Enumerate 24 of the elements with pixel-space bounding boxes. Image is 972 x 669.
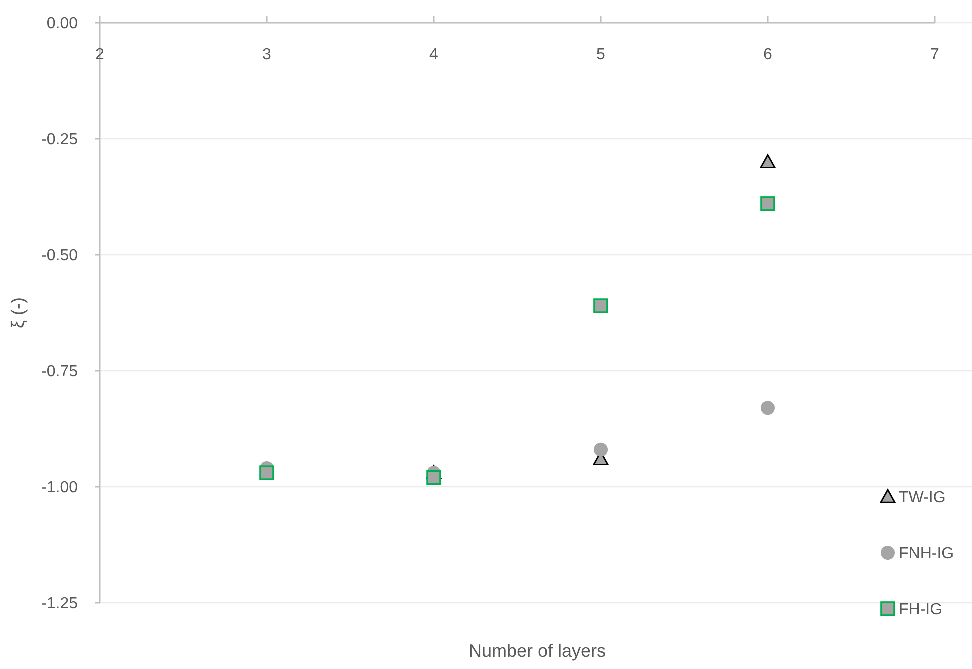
- y-tick-label: -0.75: [42, 364, 78, 381]
- y-tick-label: -0.50: [42, 248, 78, 265]
- legend-label: FNH-IG: [899, 546, 954, 563]
- y-tick-label: 0.00: [46, 16, 78, 33]
- point: [594, 298, 608, 314]
- point: [760, 196, 776, 212]
- point: [761, 401, 775, 416]
- x-axis-title: Number of layers: [468, 641, 606, 661]
- legend-label: FH-IG: [899, 602, 943, 619]
- point: [426, 470, 442, 486]
- x-tick-label: 6: [764, 46, 773, 64]
- x-tick-label: 3: [262, 46, 272, 64]
- y-tick-label: -0.25: [42, 132, 78, 149]
- x-tick-label: 7: [930, 46, 940, 64]
- point: [760, 154, 776, 169]
- x-tick-label: 5: [596, 46, 606, 64]
- x-tick-label: 2: [96, 46, 105, 64]
- y-tick-label: -1.00: [42, 480, 78, 497]
- point: [594, 442, 608, 457]
- point: [260, 466, 274, 480]
- y-tick-label: -1.25: [42, 596, 78, 613]
- legend-label: TW-IG: [899, 490, 946, 507]
- x-tick-label: 4: [430, 46, 439, 64]
- y-axis-title: ξ (-): [8, 297, 28, 329]
